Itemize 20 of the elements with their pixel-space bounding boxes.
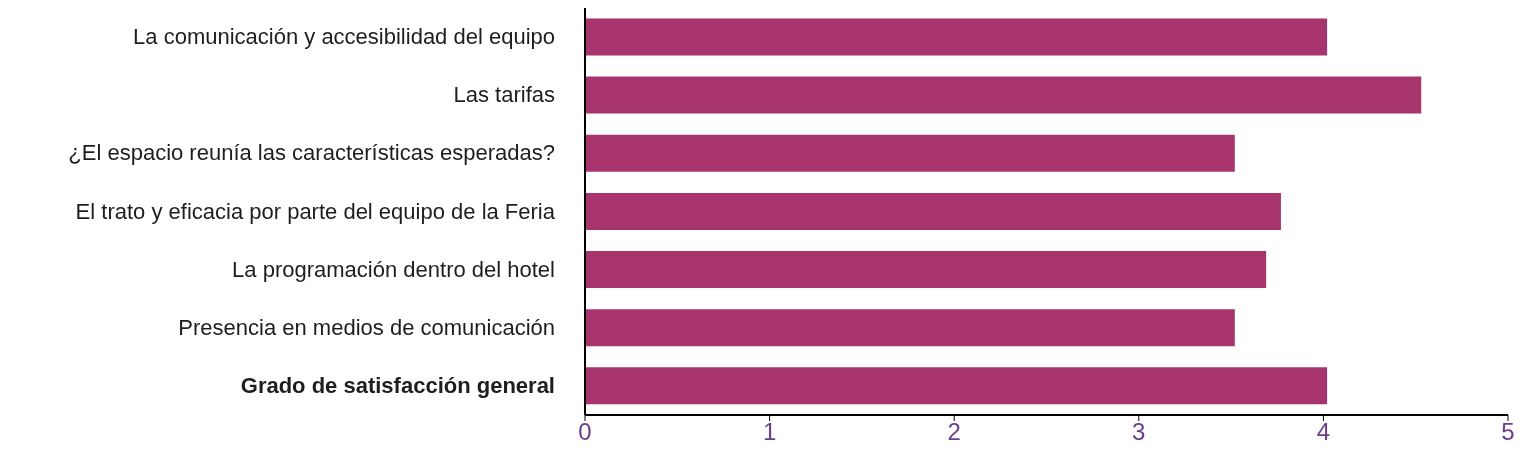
y-tick-label: El trato y eficacia por parte del equipo de la Feria [75,198,556,224]
bar [585,251,1267,289]
y-tick-label: ¿El espacio reunía las características esperadas? [68,140,555,166]
bar [585,309,1235,347]
y-tick-label: Grado de satisfacción general [240,372,555,398]
bar [585,134,1235,172]
bar [585,76,1422,114]
bar [585,18,1328,56]
bar [585,367,1328,405]
x-tick-label: 0 [578,418,592,446]
x-tick-label: 3 [1132,418,1146,446]
x-tick-label: 2 [947,418,961,446]
x-tick-label: 1 [762,418,777,446]
x-tick-label: 4 [1316,418,1331,446]
x-tick-label: 5 [1501,418,1515,446]
y-tick-label: La comunicación y accesibilidad del equipo [133,24,555,50]
y-tick-label: La programación dentro del hotel [232,256,555,282]
bar [585,192,1281,230]
y-tick-label: Las tarifas [453,82,555,108]
y-tick-label: Presencia en medios de comunicación [178,314,555,340]
